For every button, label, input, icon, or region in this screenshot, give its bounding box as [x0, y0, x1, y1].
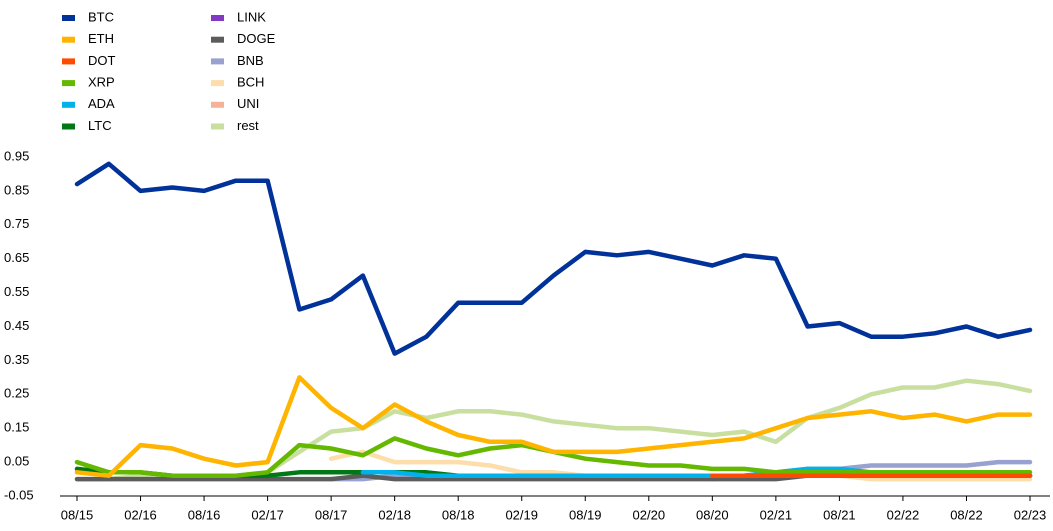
legend-label: LINK	[237, 9, 266, 24]
y-tick-label: 0.65	[4, 250, 29, 265]
legend-swatch	[62, 15, 75, 21]
x-tick-label: 08/22	[950, 507, 983, 522]
x-tick-label: 02/16	[124, 507, 157, 522]
legend-swatch	[62, 58, 75, 65]
x-tick-label: 02/22	[887, 507, 920, 522]
legend-label: LTC	[88, 118, 112, 133]
x-tick-label: 02/20	[633, 507, 666, 522]
series-line	[74, 375, 1033, 478]
x-tick-label: 08/20	[696, 507, 729, 522]
y-tick-label: 0.05	[4, 454, 29, 469]
legend-swatch	[211, 36, 224, 43]
legend-swatch	[211, 101, 224, 108]
legend-swatch	[211, 58, 224, 65]
legend-swatch	[62, 36, 75, 43]
y-tick-label: 0.75	[4, 216, 29, 231]
series-line	[74, 161, 1033, 356]
x-tick-label: 02/23	[1014, 507, 1047, 522]
legend-label: ADA	[88, 96, 115, 111]
y-tick-label: 0.25	[4, 386, 29, 401]
legend-label: BCH	[237, 75, 264, 90]
y-tick-label: -0.05	[4, 487, 34, 502]
legend-swatch	[62, 101, 75, 108]
legend-label: rest	[237, 118, 259, 133]
legend-swatch	[62, 80, 75, 87]
x-tick-label: 08/19	[569, 507, 602, 522]
y-tick-label: 0.45	[4, 318, 29, 333]
y-tick-label: 0.15	[4, 420, 29, 435]
legend-label: UNI	[237, 96, 259, 111]
legend-label: DOGE	[237, 31, 276, 46]
legend-swatch	[211, 80, 224, 87]
legend-swatch	[211, 15, 224, 21]
x-tick-label: 02/21	[760, 507, 793, 522]
x-tick-label: 02/19	[505, 507, 538, 522]
x-tick-label: 08/21	[823, 507, 856, 522]
x-tick-label: 02/17	[251, 507, 284, 522]
legend-label: BTC	[88, 9, 114, 24]
y-tick-label: 0.95	[4, 148, 29, 163]
legend-swatch	[211, 123, 224, 130]
x-tick-label: 02/18	[378, 507, 411, 522]
x-tick-label: 08/16	[188, 507, 221, 522]
x-tick-label: 08/15	[61, 507, 94, 522]
legend-label: BNB	[237, 53, 264, 68]
y-tick-label: 0.55	[4, 284, 29, 299]
y-tick-label: 0.35	[4, 352, 29, 367]
legend-label: DOT	[88, 53, 116, 68]
y-tick-label: 0.85	[4, 182, 29, 197]
legend-swatch	[62, 123, 75, 130]
legend-label: XRP	[88, 75, 115, 90]
legend-label: ETH	[88, 31, 114, 46]
x-tick-label: 08/18	[442, 507, 475, 522]
x-tick-label: 08/17	[315, 507, 348, 522]
